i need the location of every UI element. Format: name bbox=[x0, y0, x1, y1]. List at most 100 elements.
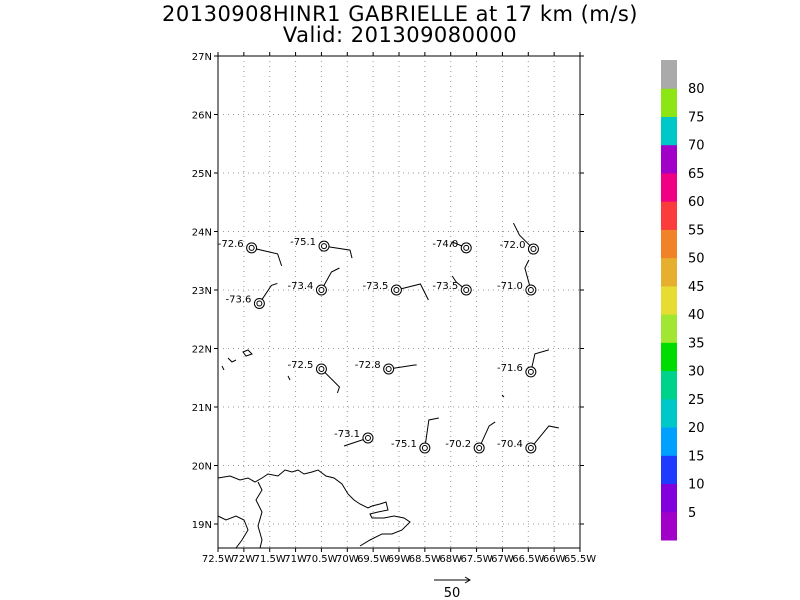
colorbar-swatch bbox=[661, 455, 677, 485]
lat-label: 26N bbox=[192, 111, 212, 122]
station-marker: -70.4 bbox=[497, 425, 559, 454]
wind-barb bbox=[320, 267, 340, 291]
colorbar-label: 35 bbox=[688, 336, 705, 351]
station-value: -73.6 bbox=[225, 294, 251, 305]
wind-barb bbox=[530, 425, 559, 449]
wind-barb bbox=[258, 282, 278, 304]
station-marker: -71.0 bbox=[497, 259, 537, 296]
colorbar-label: 45 bbox=[688, 280, 705, 295]
colorbar: 5 10 15 20 25 30 35 40 45 50 55 60 65 70 75 80 bbox=[661, 60, 705, 541]
lon-label: 70.5W bbox=[305, 554, 337, 565]
station-value: -72.0 bbox=[500, 240, 526, 251]
colorbar-label: 80 bbox=[688, 82, 705, 97]
lat-label: 25N bbox=[192, 169, 212, 180]
lat-label: 20N bbox=[192, 462, 212, 473]
lat-label: 23N bbox=[192, 286, 212, 297]
colorbar-swatch bbox=[661, 172, 677, 202]
wind-barb bbox=[321, 368, 341, 394]
colorbar-label: 60 bbox=[688, 195, 705, 210]
station-marker: -72.5 bbox=[288, 360, 341, 394]
station-marker: -71.6 bbox=[497, 349, 550, 378]
lon-label: 71.5W bbox=[254, 554, 286, 565]
station-marker: -72.0 bbox=[500, 222, 539, 255]
colorbar-swatch bbox=[661, 116, 677, 146]
station-value: -71.0 bbox=[497, 281, 523, 292]
wind-barb bbox=[424, 417, 439, 449]
lat-label: 21N bbox=[192, 403, 212, 414]
coastline bbox=[217, 349, 505, 549]
lon-label: 68.5W bbox=[409, 554, 441, 565]
lon-label: 71W bbox=[284, 554, 307, 565]
map-valid-time: Valid: 201309080000 bbox=[282, 23, 518, 47]
colorbar-swatch bbox=[661, 427, 677, 456]
colorbar-swatch bbox=[661, 314, 677, 343]
lat-label: 19N bbox=[192, 520, 212, 531]
wind-barb bbox=[396, 283, 429, 301]
colorbar-label: 30 bbox=[688, 365, 705, 380]
colorbar-swatch bbox=[661, 144, 677, 174]
lon-label: 66W bbox=[543, 554, 566, 565]
colorbar-swatch bbox=[661, 511, 677, 541]
lon-label: 66.5W bbox=[512, 554, 544, 565]
colorbar-swatch bbox=[661, 483, 677, 513]
lat-label: 27N bbox=[192, 52, 212, 63]
lon-label: 67.5W bbox=[460, 554, 492, 565]
colorbar-label: 70 bbox=[688, 139, 705, 154]
station-value: -73.1 bbox=[334, 429, 360, 440]
station-marker: -74.0 bbox=[432, 239, 472, 254]
colorbar-label: 55 bbox=[688, 223, 705, 238]
wind-barb bbox=[478, 421, 496, 449]
station-value: -75.1 bbox=[391, 439, 417, 450]
colorbar-label: 65 bbox=[688, 167, 705, 182]
wind-barb bbox=[251, 247, 283, 267]
station-value: -73.4 bbox=[288, 281, 314, 292]
lon-label: 70W bbox=[336, 554, 359, 565]
station-marker: -72.6 bbox=[218, 239, 283, 267]
lon-label: 72.5W bbox=[202, 554, 234, 565]
wind-barb bbox=[343, 437, 369, 447]
station-marker: -75.1 bbox=[391, 417, 439, 454]
lon-label: 69W bbox=[388, 554, 411, 565]
station-value: -73.5 bbox=[432, 281, 458, 292]
colorbar-swatch bbox=[661, 370, 677, 400]
colorbar-swatch bbox=[661, 201, 677, 230]
wind-barb bbox=[513, 222, 534, 250]
colorbar-swatch bbox=[661, 285, 677, 315]
colorbar-swatch bbox=[661, 342, 677, 372]
colorbar-swatch bbox=[661, 398, 677, 428]
lon-label: 69.5W bbox=[357, 554, 389, 565]
station-value: -73.5 bbox=[363, 281, 389, 292]
map-grid: 27N 26N 25N 24N 23N 22N 21N 20N 19N 72.5W72W71.5W… bbox=[192, 52, 596, 565]
station-value: -70.4 bbox=[497, 439, 523, 450]
reference-vector: 50 bbox=[434, 576, 471, 600]
colorbar-label: 75 bbox=[688, 110, 705, 125]
wind-barb bbox=[524, 259, 532, 291]
station-marker: -73.5 bbox=[432, 275, 472, 296]
station-value: -75.1 bbox=[290, 237, 316, 248]
lat-label: 24N bbox=[192, 228, 212, 239]
colorbar-label: 50 bbox=[688, 252, 705, 267]
map-title: 20130908HINR1 GABRIELLE at 17 km (m/s) bbox=[162, 2, 638, 26]
station-marker: -75.1 bbox=[290, 237, 353, 259]
station-marker: -73.5 bbox=[363, 281, 429, 301]
station-value: -70.2 bbox=[445, 439, 471, 450]
wind-barb bbox=[530, 349, 550, 373]
station-marker: -72.8 bbox=[355, 360, 417, 375]
station-value: -72.6 bbox=[218, 239, 244, 250]
wind-barb bbox=[323, 245, 353, 259]
lon-label: 68W bbox=[439, 554, 462, 565]
colorbar-label: 5 bbox=[688, 506, 696, 521]
wind-barb bbox=[388, 364, 417, 370]
station-value: -74.0 bbox=[432, 239, 458, 250]
lon-label: 65.5W bbox=[564, 554, 596, 565]
lon-label: 67W bbox=[491, 554, 514, 565]
colorbar-swatch bbox=[661, 229, 677, 259]
wind-observations: -72.6 -75.1 -74.0 -72.0 -73.6 -73.4 -73.5 -73.5… bbox=[218, 222, 559, 454]
lon-label: 72W bbox=[233, 554, 256, 565]
colorbar-label: 20 bbox=[688, 421, 705, 436]
colorbar-swatch bbox=[661, 257, 677, 287]
lat-label: 22N bbox=[192, 345, 212, 356]
colorbar-swatch bbox=[661, 88, 677, 117]
station-value: -72.5 bbox=[288, 360, 314, 371]
